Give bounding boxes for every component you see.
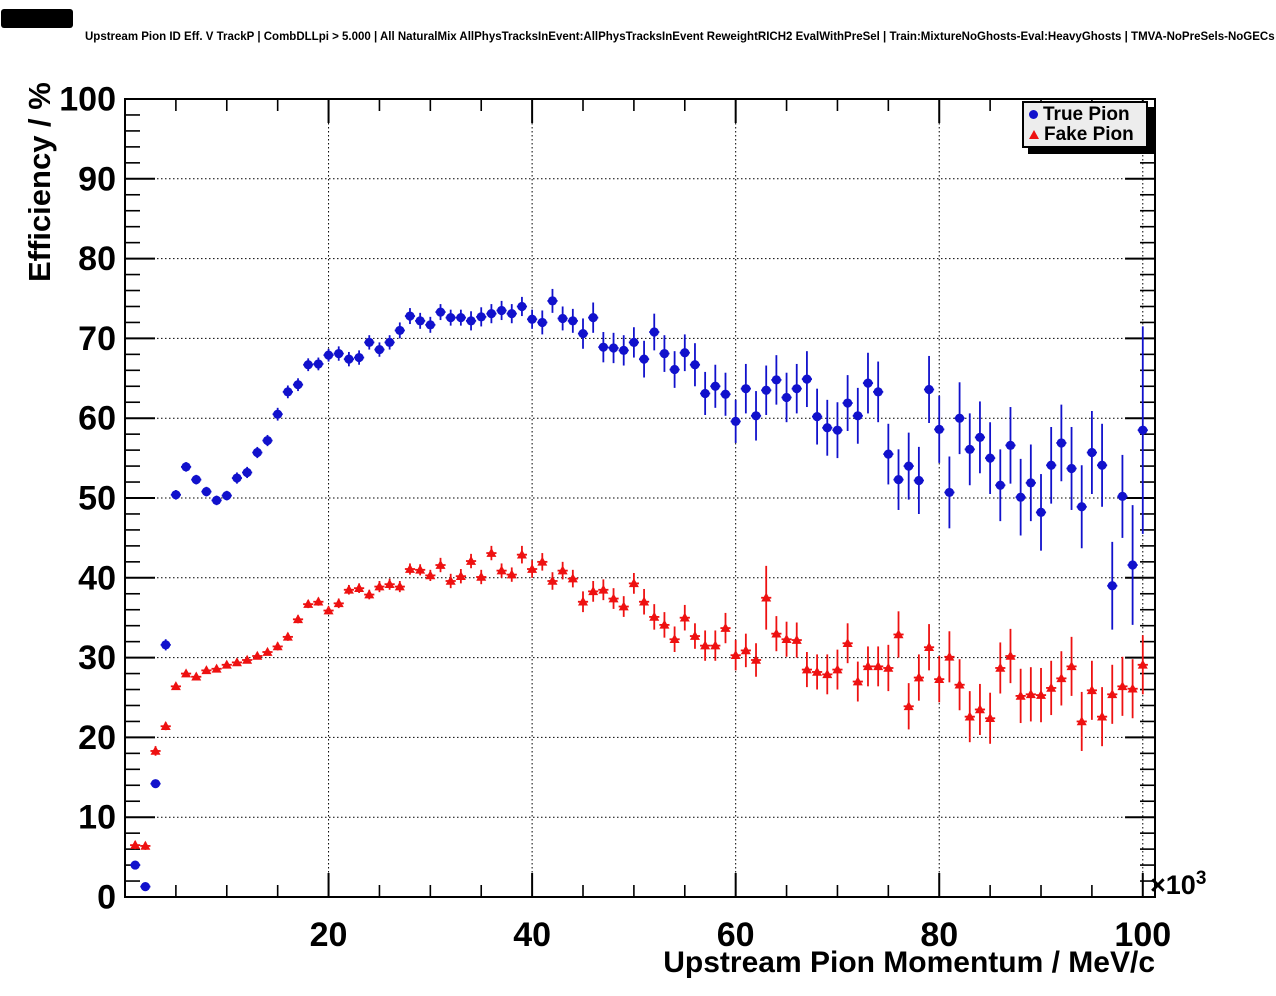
svg-text:30: 30 [78, 639, 116, 677]
true-pion-marker-icon [1029, 109, 1038, 119]
svg-text:80: 80 [78, 240, 116, 278]
svg-text:0: 0 [97, 879, 116, 917]
x-axis-multiplier-exponent: 3 [1195, 868, 1207, 889]
svg-text:100: 100 [1114, 916, 1171, 954]
svg-text:70: 70 [78, 320, 116, 358]
legend-label-fake-pion: Fake Pion [1044, 124, 1134, 146]
svg-text:20: 20 [78, 719, 116, 757]
legend: True Pion Fake Pion [1022, 101, 1148, 148]
svg-text:100: 100 [59, 81, 116, 119]
svg-text:60: 60 [717, 916, 755, 954]
corner-black-box [1, 9, 73, 28]
legend-label-true-pion: True Pion [1043, 103, 1130, 125]
fake-pion-marker-icon [1029, 130, 1039, 140]
svg-text:20: 20 [310, 916, 348, 954]
y-axis-title: Efficiency / % [22, 82, 57, 282]
svg-text:90: 90 [78, 160, 116, 198]
x-axis-title: Upstream Pion Momentum / MeV/c [663, 946, 1155, 979]
svg-text:40: 40 [513, 916, 551, 954]
plot-title: Upstream Pion ID Eff. V TrackP | CombDLL… [85, 31, 1276, 43]
svg-text:50: 50 [78, 480, 116, 518]
x-axis-multiplier-base: ×10 [1150, 870, 1196, 900]
svg-text:40: 40 [78, 559, 116, 597]
legend-entry-true-pion: True Pion [1029, 104, 1146, 125]
svg-text:80: 80 [920, 916, 958, 954]
x-axis-multiplier: ×103 [1150, 868, 1206, 901]
svg-text:10: 10 [78, 799, 116, 837]
svg-text:60: 60 [78, 400, 116, 438]
legend-entry-fake-pion: Fake Pion [1029, 125, 1146, 146]
